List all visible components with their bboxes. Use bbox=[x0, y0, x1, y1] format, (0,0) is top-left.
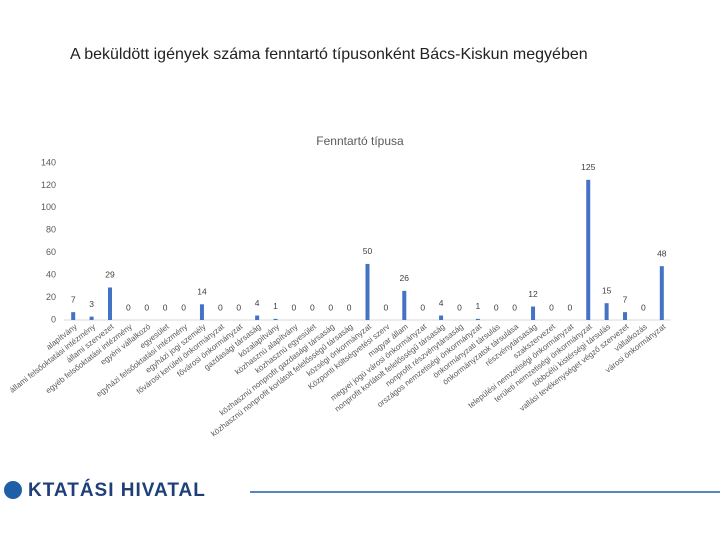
value-label: 1 bbox=[273, 301, 278, 311]
value-label: 0 bbox=[218, 302, 223, 312]
bar bbox=[439, 315, 444, 320]
y-tick-label: 120 bbox=[41, 180, 56, 190]
value-label: 12 bbox=[528, 289, 538, 299]
bar bbox=[659, 266, 664, 320]
bar bbox=[199, 304, 204, 320]
slide-title: A beküldött igények száma fenntartó típu… bbox=[70, 46, 588, 63]
value-label: 0 bbox=[310, 302, 315, 312]
y-tick-label: 40 bbox=[46, 270, 56, 280]
value-label: 0 bbox=[292, 302, 297, 312]
value-label: 14 bbox=[197, 287, 207, 297]
value-label: 125 bbox=[581, 162, 595, 172]
value-label: 29 bbox=[105, 270, 115, 280]
value-label: 0 bbox=[457, 302, 462, 312]
bar bbox=[255, 315, 260, 320]
bar bbox=[107, 287, 112, 320]
bar bbox=[273, 318, 278, 320]
value-label: 26 bbox=[400, 273, 410, 283]
bar bbox=[365, 263, 370, 320]
bar bbox=[586, 179, 591, 320]
y-tick-label: 80 bbox=[46, 225, 56, 235]
value-label: 7 bbox=[71, 294, 76, 304]
value-label: 48 bbox=[657, 248, 667, 258]
value-label: 0 bbox=[549, 302, 554, 312]
value-label: 0 bbox=[126, 302, 131, 312]
bar bbox=[89, 316, 94, 320]
value-label: 0 bbox=[494, 302, 499, 312]
value-label: 1 bbox=[475, 301, 480, 311]
bar bbox=[475, 318, 480, 320]
value-label: 0 bbox=[567, 302, 572, 312]
value-label: 0 bbox=[144, 302, 149, 312]
bar bbox=[623, 312, 628, 320]
value-label: 0 bbox=[420, 302, 425, 312]
value-label: 3 bbox=[89, 299, 94, 309]
bar bbox=[531, 306, 536, 320]
y-tick-label: 100 bbox=[41, 202, 56, 212]
logo-mark bbox=[4, 481, 22, 499]
value-label: 0 bbox=[512, 302, 517, 312]
value-label: 0 bbox=[181, 302, 186, 312]
y-tick-label: 0 bbox=[51, 314, 56, 324]
value-label: 50 bbox=[363, 246, 373, 256]
chart-title: Fenntartó típusa bbox=[316, 134, 404, 148]
bar bbox=[71, 312, 76, 320]
value-label: 0 bbox=[163, 302, 168, 312]
bar bbox=[402, 290, 407, 320]
y-tick-label: 140 bbox=[41, 157, 56, 167]
value-label: 4 bbox=[255, 298, 260, 308]
logo-text: KTATÁSI HIVATAL bbox=[28, 479, 206, 501]
value-label: 0 bbox=[347, 302, 352, 312]
y-tick-label: 20 bbox=[46, 292, 56, 302]
value-label: 0 bbox=[384, 302, 389, 312]
value-label: 15 bbox=[602, 285, 612, 295]
value-label: 0 bbox=[236, 302, 241, 312]
bar bbox=[604, 303, 609, 320]
y-tick-label: 60 bbox=[46, 247, 56, 257]
value-label: 7 bbox=[623, 294, 628, 304]
value-label: 0 bbox=[641, 302, 646, 312]
value-label: 0 bbox=[328, 302, 333, 312]
value-label: 4 bbox=[439, 298, 444, 308]
